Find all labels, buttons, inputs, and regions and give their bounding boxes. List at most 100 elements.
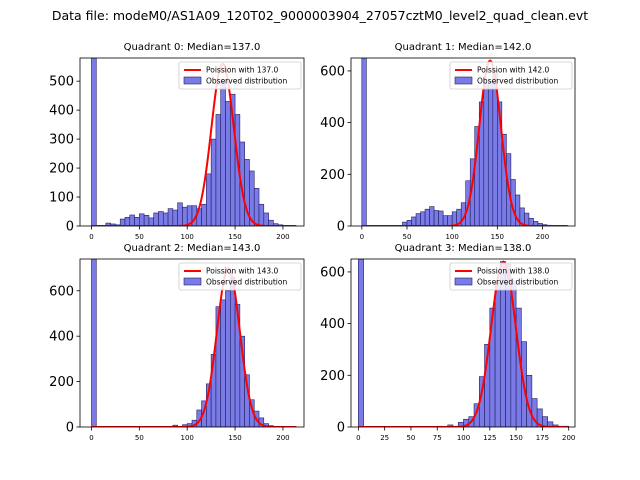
legend-label-poisson: Poission with 143.0 [206,267,279,276]
y-tick-label: 0 [337,220,345,235]
histogram-bar [253,188,260,226]
subplot-title: Quadrant 3: Median=138.0 [395,243,532,254]
plot-area [91,58,297,226]
histogram-bar [263,212,269,226]
x-tick-label: 0 [360,233,364,241]
histogram-bar [220,299,226,427]
axes-frame [79,258,305,428]
legend-label-poisson: Poission with 137.0 [206,66,279,75]
histogram-bar [167,208,174,226]
histogram-bar [172,209,178,226]
x-tick-label: 175 [536,434,549,442]
legend-label-observed: Observed distribution [206,278,287,287]
figure-title: Data file: modeM0/AS1A09_120T02_90000039… [52,8,588,23]
legend-label-observed: Observed distribution [206,77,287,86]
y-tick-label: 600 [320,265,345,280]
legend-swatch-observed [454,76,473,85]
x-tick-label: 75 [433,434,442,442]
histogram-bar [182,206,188,226]
poisson-curve [91,266,297,427]
y-tick-label: 0 [66,421,74,436]
x-tick-label: 25 [380,434,389,442]
histogram-bar [420,211,426,226]
subplot-quadrant-0: 0 100 200 300 400 500 0 50 100 150 200 Quadrant 0: … [49,42,305,241]
y-tick-label: 200 [49,162,74,177]
histogram-bar [358,259,364,427]
x-tick-label: 0 [356,434,360,442]
x-tick-label: 0 [89,233,93,241]
histogram-bar [524,212,530,226]
histogram-bar [411,216,417,226]
y-tick-label: 500 [49,75,74,90]
histogram-bar [119,218,126,226]
y-tick-label: 100 [49,191,74,206]
histogram-bar [225,101,231,226]
x-tick-label: 200 [536,233,549,241]
subplot-quadrant-3: 0 200 400 600 0 25 50 75 100 125 150 175 200 Quadrant… [320,243,576,442]
poisson-curve [358,260,567,427]
x-tick-label: 100 [457,434,470,442]
x-tick-label: 0 [89,434,93,442]
legend-box [178,61,302,90]
x-tick-label: 100 [181,233,194,241]
x-tick-label: 150 [228,434,241,442]
histogram-bar [494,281,501,427]
histogram-bar [158,211,164,226]
histogram-bar [415,213,421,226]
subplot-quadrant-2: 0 200 400 600 0 50 100 150 200 Quadrant 2: Median… [49,243,305,442]
histogram-bar [429,206,435,226]
plot-area [358,259,569,427]
histogram-bar [129,214,135,226]
histogram-bar [258,203,265,226]
y-tick-label: 0 [337,421,345,436]
legend-box [449,61,573,90]
plot-area [91,259,297,427]
subplot-title: Quadrant 2: Median=143.0 [124,243,261,254]
x-tick-label: 200 [562,434,575,442]
legend-swatch-observed [183,277,202,286]
axes-frame [79,57,305,227]
legend-swatch-observed [454,277,473,286]
histogram-bar [361,58,367,226]
legend-label-observed: Observed distribution [477,77,558,86]
y-tick-label: 600 [49,284,74,299]
legend-swatch-observed [183,76,202,85]
histogram-bar [433,210,439,226]
y-tick-label: 600 [320,64,345,79]
histogram-bar [91,259,97,427]
histogram-bar [547,421,554,427]
histogram-bar [220,79,226,226]
histogram-bar [143,214,150,226]
histogram-bar [210,138,217,226]
x-tick-label: 50 [135,233,144,241]
y-tick-label: 200 [320,168,345,183]
histogram-bar [206,173,212,226]
histogram-bar [442,215,448,226]
histogram-bar [229,276,236,427]
histogram-bar [153,212,159,226]
histogram-bar [162,212,169,226]
x-tick-label: 100 [445,233,458,241]
x-tick-label: 150 [509,434,522,442]
y-tick-label: 400 [320,116,345,131]
legend-box [449,262,573,291]
legend-label-poisson: Poission with 138.0 [477,267,550,276]
subplot-quadrant-1: 0 200 400 600 0 50 100 150 200 Quadrant 1: Median… [320,42,576,241]
histogram-bar [483,83,489,226]
histogram-bar [447,215,453,226]
y-tick-label: 0 [66,220,74,235]
histogram-bar [139,213,145,226]
x-tick-label: 200 [276,434,289,442]
x-tick-label: 125 [483,434,496,442]
legend-label-poisson: Poission with 142.0 [477,66,550,75]
x-tick-label: 100 [181,434,194,442]
legend-box [178,262,302,291]
y-tick-label: 400 [320,317,345,332]
y-tick-label: 200 [320,369,345,384]
plot-area [361,58,568,226]
x-tick-label: 50 [403,233,412,241]
x-tick-label: 50 [135,434,144,442]
histogram-bar [487,80,494,226]
x-tick-label: 150 [228,233,241,241]
